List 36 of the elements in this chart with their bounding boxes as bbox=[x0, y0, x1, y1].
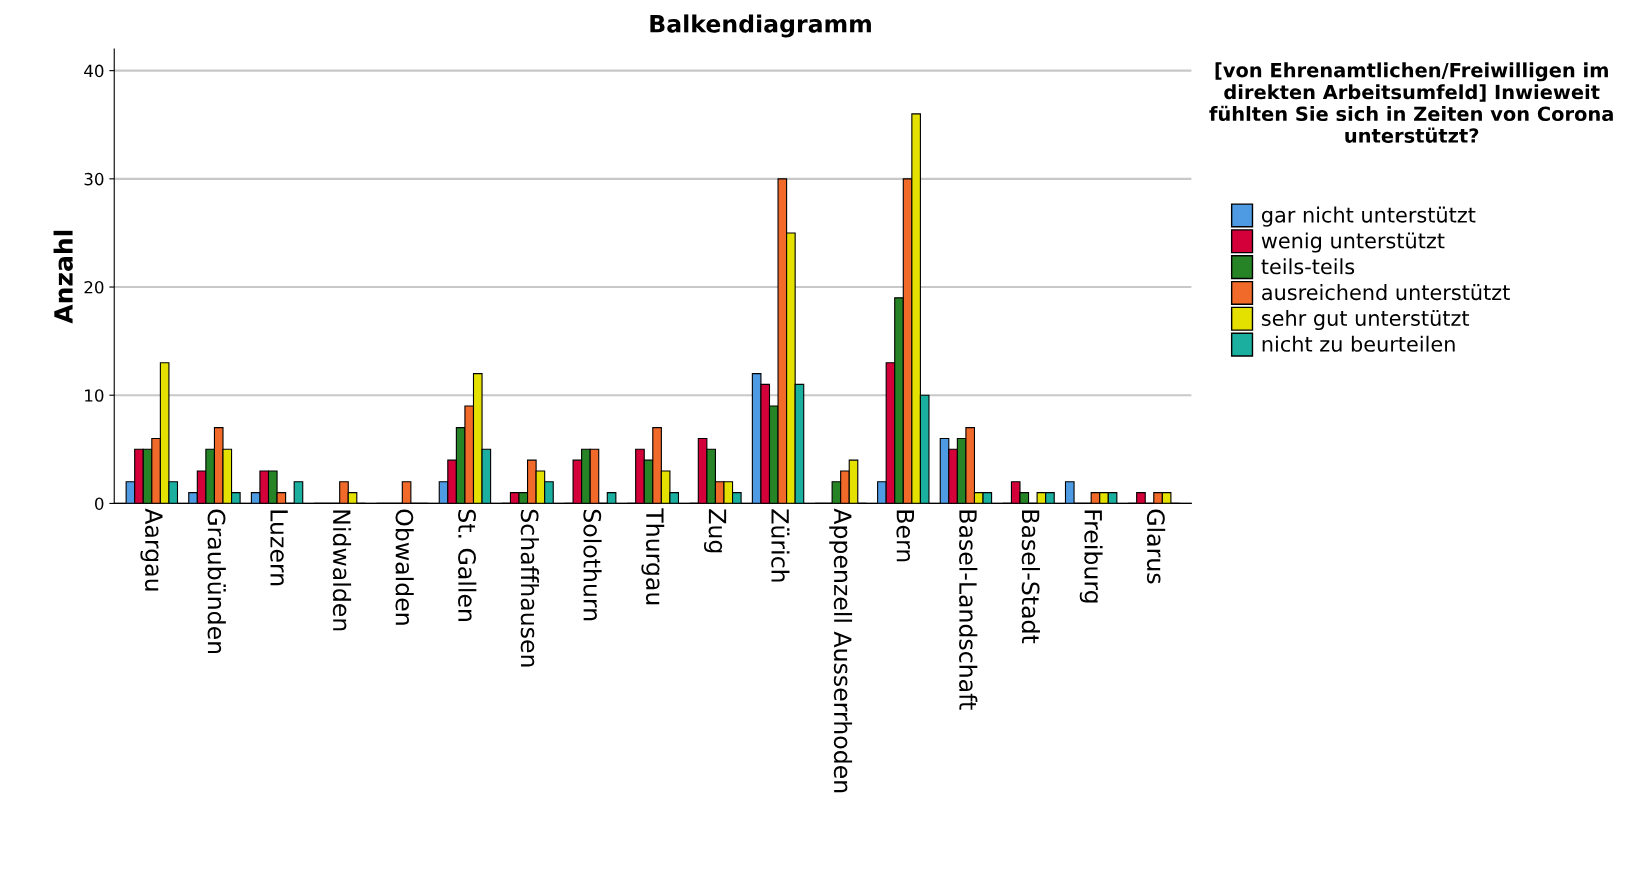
x-tick-label: Freiburg bbox=[1079, 510, 1103, 603]
legend-label: gar nicht unterstützt bbox=[1261, 206, 1476, 227]
x-tick-label: Glarus bbox=[1146, 509, 1166, 584]
bar bbox=[1136, 492, 1146, 504]
bar bbox=[401, 481, 412, 504]
legend-title: [von Ehrenamtlichen/Freiwilligen im direkten Arbeitsumfeld] Inwieweit fühlten Sie sich in Zeiten von Corona unterstützt? bbox=[1209, 62, 1613, 143]
y-tick-label: 30 bbox=[84, 172, 104, 186]
chart-title: Balkendiagramm bbox=[650, 14, 871, 38]
x-tick-label: Basel-Landschaft bbox=[959, 510, 978, 710]
y-axis-title: Anzahl bbox=[53, 230, 73, 324]
x-tick-label: St. Gallen bbox=[458, 509, 477, 621]
x-tick-label: Appenzell Ausserrhoden bbox=[829, 508, 853, 793]
y-tick-label: 40 bbox=[84, 64, 104, 78]
legend-label: ausreichend unterstützt bbox=[1262, 284, 1510, 301]
x-tick-label: Solothurn bbox=[583, 509, 602, 621]
x-tick-label: Zürich bbox=[771, 509, 790, 582]
x-tick-label: Bern bbox=[896, 510, 914, 562]
legend-label: nicht zu beurteilen bbox=[1262, 335, 1455, 352]
x-tick-label: Obwalden bbox=[395, 509, 414, 625]
x-tick-label: Basel-Stadt bbox=[1021, 510, 1040, 644]
bar bbox=[293, 481, 304, 504]
x-tick-label: Zug bbox=[704, 509, 727, 553]
x-tick-label: Graubünden bbox=[207, 509, 226, 654]
bar bbox=[1064, 481, 1075, 504]
y-tick-label: 10 bbox=[85, 389, 104, 402]
legend-label: sehr gut unterstützt bbox=[1261, 309, 1470, 331]
x-tick-label: Schaffhausen bbox=[520, 509, 539, 667]
legend-label: teils-teils bbox=[1261, 258, 1355, 275]
y-tick-label: 20 bbox=[84, 280, 104, 294]
x-tick-label: Aargau bbox=[140, 508, 163, 591]
y-tick-label: 0 bbox=[95, 497, 104, 510]
x-tick-label: Luzern bbox=[270, 510, 288, 586]
x-tick-label: Thurgau bbox=[641, 508, 665, 605]
legend-label: wenig unterstützt bbox=[1261, 232, 1445, 253]
bar bbox=[606, 492, 617, 504]
x-tick-label: Nidwalden bbox=[332, 510, 352, 631]
